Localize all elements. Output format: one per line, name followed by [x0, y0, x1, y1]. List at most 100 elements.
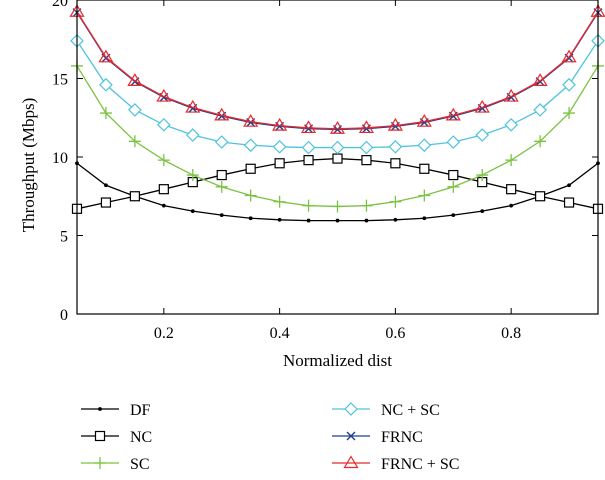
data-point-nc — [361, 155, 372, 166]
data-point-nc — [332, 153, 343, 164]
x-axis-label: Normalized dist — [283, 351, 392, 370]
data-point-df — [248, 216, 253, 221]
data-point-df — [451, 213, 456, 217]
data-point-nc-sc — [185, 128, 200, 142]
legend-label-frnc-sc: FRNC + SC — [381, 456, 459, 473]
data-point-nc-sc — [301, 140, 316, 155]
y-tick-label: 5 — [60, 229, 68, 246]
data-point-nc-sc — [272, 139, 287, 154]
data-point-nc-sc — [475, 128, 490, 142]
data-point-nc — [303, 155, 314, 166]
x-tick-label: 0.4 — [270, 325, 290, 342]
data-point-sc — [447, 180, 460, 193]
legend-item-frnc-sc: FRNC + SC — [332, 455, 459, 473]
data-point-sc — [505, 154, 518, 167]
data-point-df — [161, 203, 166, 208]
data-point-frnc-sc — [185, 99, 201, 113]
data-point-frnc-sc — [214, 107, 230, 121]
series-sc — [71, 59, 604, 213]
series-frnc-sc — [69, 4, 605, 134]
legend-marker-frnc — [346, 431, 356, 441]
data-point-nc-sc — [156, 117, 171, 132]
series-line-frnc — [76, 12, 599, 131]
legend-label-nc-sc: NC + SC — [381, 402, 440, 419]
data-point-frnc-sc — [532, 73, 548, 86]
data-point-nc-sc — [417, 138, 432, 153]
data-point-nc-sc — [243, 138, 258, 153]
data-point-nc — [100, 197, 112, 208]
data-point-frnc-sc — [301, 120, 317, 134]
data-point-sc — [157, 154, 170, 167]
data-point-frnc-sc — [127, 73, 143, 86]
data-point-sc — [418, 189, 431, 202]
legend-label-df: DF — [130, 402, 151, 419]
legend-item-sc: SC — [81, 456, 150, 473]
legend-item-nc-sc: NC + SC — [332, 402, 440, 419]
data-point-frnc-sc — [329, 121, 346, 134]
data-point-df — [393, 217, 398, 222]
legend-label-sc: SC — [130, 456, 150, 473]
y-tick-label: 15 — [52, 72, 68, 89]
legend-item-nc: NC — [81, 429, 152, 446]
data-point-nc-sc — [330, 140, 345, 155]
data-point-frnc-sc — [358, 120, 374, 134]
data-point-sc — [534, 135, 547, 148]
series-nc-sc — [70, 33, 605, 155]
data-point-nc — [448, 169, 459, 181]
data-point-frnc-sc — [503, 88, 519, 102]
series-line-nc-sc — [76, 40, 599, 149]
data-point-sc — [476, 169, 489, 182]
legend-marker-frnc-sc — [343, 455, 359, 469]
data-point-sc — [360, 199, 373, 212]
data-point-nc — [535, 191, 546, 202]
data-point-nc — [506, 184, 517, 195]
data-point-nc-sc — [128, 103, 142, 117]
legend-marker-nc-sc — [344, 402, 358, 416]
legend-item-frnc: FRNC — [332, 429, 423, 446]
y-tick-label: 10 — [52, 150, 68, 167]
data-point-df — [190, 209, 195, 214]
y-tick-label: 0 — [60, 307, 68, 324]
data-point-nc-sc — [533, 103, 547, 117]
series-line-frnc-sc — [76, 11, 599, 130]
data-point-sc — [563, 107, 576, 120]
data-point-nc — [390, 158, 401, 169]
data-point-df — [364, 218, 369, 223]
data-point-nc — [216, 169, 227, 181]
data-point-nc-sc — [562, 77, 576, 92]
data-point-sc — [128, 135, 141, 148]
data-point-frnc-sc — [445, 107, 461, 121]
data-point-frnc-sc — [416, 113, 432, 127]
x-tick-label: 0.2 — [154, 325, 174, 342]
data-point-nc — [245, 163, 256, 174]
y-tick-label: 20 — [52, 0, 68, 10]
legend-marker-nc — [94, 430, 106, 442]
data-point-frnc-sc — [98, 49, 114, 63]
data-point-nc-sc — [359, 140, 374, 155]
data-point-sc — [389, 195, 402, 208]
data-point-nc — [563, 197, 575, 208]
data-point-nc — [158, 184, 169, 195]
x-tick-label: 0.6 — [385, 325, 405, 342]
plot-marks — [69, 4, 605, 223]
data-point-sc — [331, 200, 344, 213]
data-point-frnc-sc — [156, 88, 172, 102]
data-point-frnc-sc — [561, 49, 577, 63]
data-point-nc-sc — [446, 135, 461, 149]
data-point-sc — [186, 169, 199, 182]
legend-marker-sc — [94, 457, 106, 469]
data-point-nc — [274, 158, 285, 169]
y-axis-label: Throughput (Mbps) — [19, 98, 38, 233]
data-point-nc — [419, 163, 430, 174]
data-point-df — [306, 218, 311, 223]
series-nc — [71, 153, 604, 214]
series-line-sc — [76, 65, 599, 208]
data-point-frnc-sc — [243, 113, 259, 127]
legend: DF NC SC NC + SC FRNC FRNC + SC — [81, 402, 459, 473]
axis-ticks: 0.2 0.4 0.6 0.8 0 5 10 15 20 — [52, 0, 598, 342]
data-point-nc — [129, 191, 140, 202]
data-point-sc — [215, 180, 228, 193]
data-point-sc — [99, 107, 112, 120]
data-point-frnc-sc — [272, 117, 288, 131]
